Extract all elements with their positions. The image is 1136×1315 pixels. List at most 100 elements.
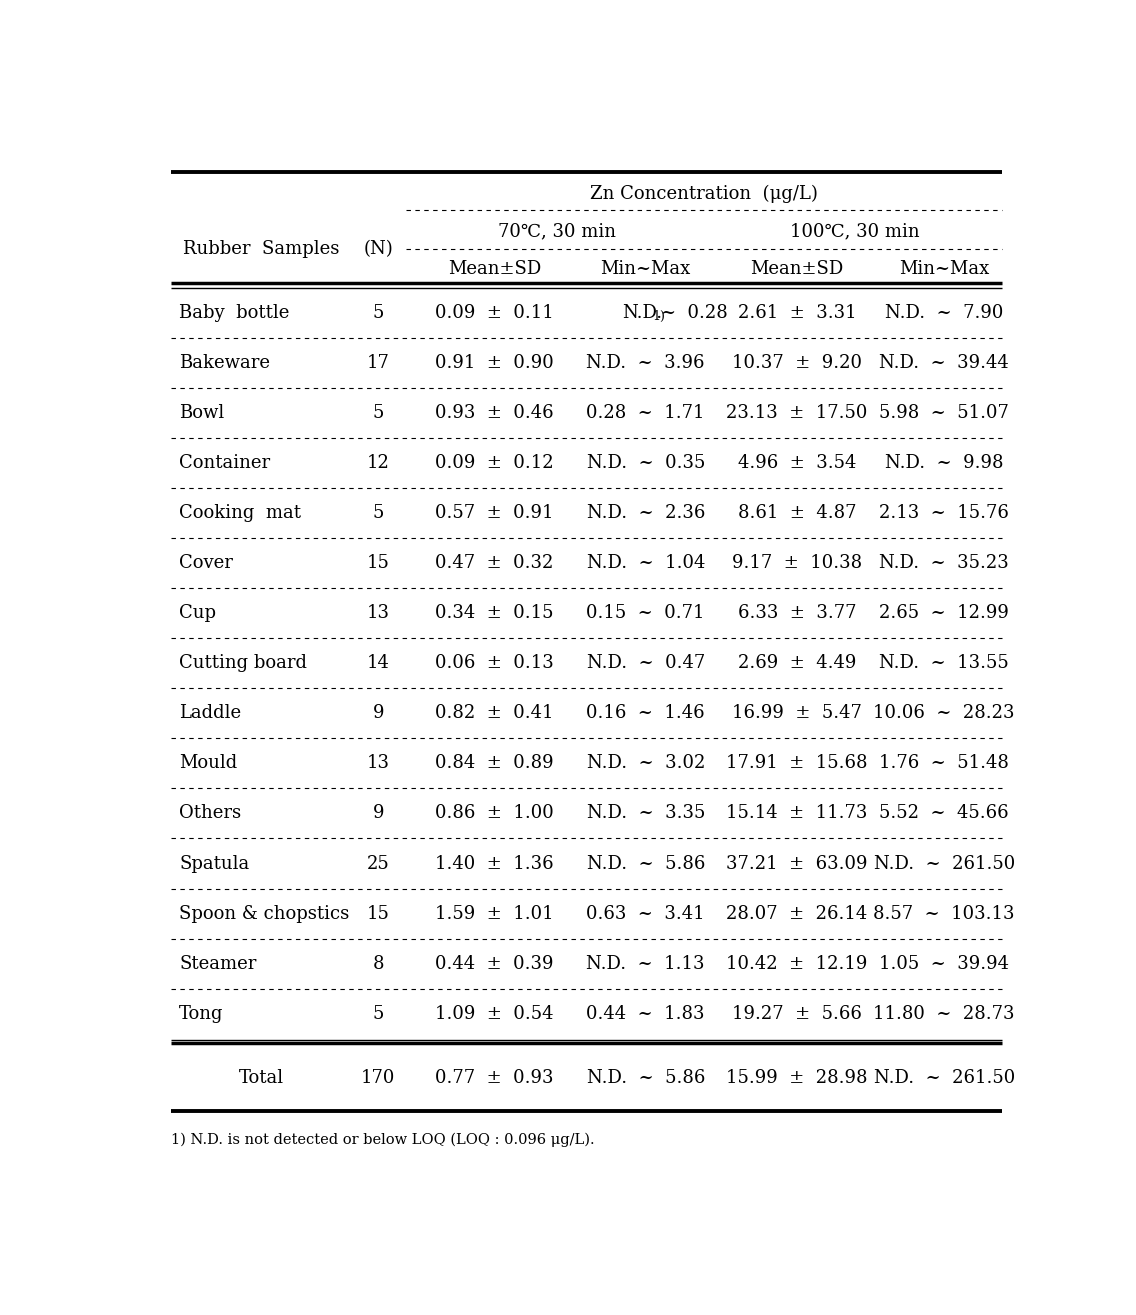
Text: 0.93  ±  0.46: 0.93 ± 0.46 [435, 404, 554, 422]
Text: 4.96  ±  3.54: 4.96 ± 3.54 [737, 454, 857, 472]
Text: 0.86  ±  1.00: 0.86 ± 1.00 [435, 805, 554, 822]
Text: Cutting board: Cutting board [179, 655, 307, 672]
Text: N.D.  ~  5.86: N.D. ~ 5.86 [586, 855, 705, 873]
Text: N.D.  ~  7.90: N.D. ~ 7.90 [885, 304, 1003, 322]
Text: 1.09  ±  0.54: 1.09 ± 0.54 [435, 1005, 554, 1023]
Text: 5: 5 [373, 404, 384, 422]
Text: 0.16  ~  1.46: 0.16 ~ 1.46 [586, 705, 705, 722]
Text: 0.47  ±  0.32: 0.47 ± 0.32 [435, 554, 554, 572]
Text: 8: 8 [373, 955, 384, 973]
Text: 0.44  ~  1.83: 0.44 ~ 1.83 [586, 1005, 705, 1023]
Text: N.D.  ~  0.47: N.D. ~ 0.47 [586, 655, 704, 672]
Text: 17: 17 [367, 354, 390, 372]
Text: 15.99  ±  28.98: 15.99 ± 28.98 [726, 1069, 868, 1088]
Text: N.D.  ~  3.35: N.D. ~ 3.35 [586, 805, 705, 822]
Text: 9: 9 [373, 705, 384, 722]
Text: 0.09  ±  0.12: 0.09 ± 0.12 [435, 454, 554, 472]
Text: 9.17  ±  10.38: 9.17 ± 10.38 [732, 554, 862, 572]
Text: Cover: Cover [179, 554, 233, 572]
Text: 0.91  ±  0.90: 0.91 ± 0.90 [435, 354, 554, 372]
Text: 0.34  ±  0.15: 0.34 ± 0.15 [435, 605, 554, 622]
Text: Bowl: Bowl [179, 404, 225, 422]
Text: Baby  bottle: Baby bottle [179, 304, 290, 322]
Text: 5: 5 [373, 304, 384, 322]
Text: ~  0.28: ~ 0.28 [661, 304, 728, 322]
Text: Mean±SD: Mean±SD [448, 260, 541, 279]
Text: Laddle: Laddle [179, 705, 241, 722]
Text: Others: Others [179, 805, 241, 822]
Text: Mould: Mould [179, 755, 237, 772]
Text: 2.13  ~  15.76: 2.13 ~ 15.76 [879, 504, 1009, 522]
Text: Rubber  Samples: Rubber Samples [183, 241, 340, 258]
Text: 1) N.D. is not detected or below LOQ (LOQ : 0.096 μg/L).: 1) N.D. is not detected or below LOQ (LO… [172, 1132, 595, 1147]
Text: N.D.  ~  5.86: N.D. ~ 5.86 [586, 1069, 705, 1088]
Text: 0.06  ±  0.13: 0.06 ± 0.13 [435, 655, 554, 672]
Text: N.D.  ~  3.02: N.D. ~ 3.02 [586, 755, 705, 772]
Text: Cooking  mat: Cooking mat [179, 504, 301, 522]
Text: Zn Concentration  (μg/L): Zn Concentration (μg/L) [590, 185, 818, 203]
Text: 1.59  ±  1.01: 1.59 ± 1.01 [435, 905, 554, 923]
Text: 15: 15 [367, 905, 390, 923]
Text: Total: Total [239, 1069, 284, 1088]
Text: Container: Container [179, 454, 270, 472]
Text: 13: 13 [367, 755, 390, 772]
Text: 1.05  ~  39.94: 1.05 ~ 39.94 [879, 955, 1009, 973]
Text: 1.40  ±  1.36: 1.40 ± 1.36 [435, 855, 554, 873]
Text: Spoon & chopstics: Spoon & chopstics [179, 905, 350, 923]
Text: 28.07  ±  26.14: 28.07 ± 26.14 [726, 905, 868, 923]
Text: 16.99  ±  5.47: 16.99 ± 5.47 [732, 705, 862, 722]
Text: 15: 15 [367, 554, 390, 572]
Text: N.D.  ~  3.96: N.D. ~ 3.96 [586, 354, 705, 372]
Text: 70℃, 30 min: 70℃, 30 min [498, 222, 616, 239]
Text: N.D.  ~  35.23: N.D. ~ 35.23 [879, 554, 1009, 572]
Text: 19.27  ±  5.66: 19.27 ± 5.66 [732, 1005, 862, 1023]
Text: 10.42  ±  12.19: 10.42 ± 12.19 [726, 955, 868, 973]
Text: 5.52  ~  45.66: 5.52 ~ 45.66 [879, 805, 1009, 822]
Text: 0.44  ±  0.39: 0.44 ± 0.39 [435, 955, 554, 973]
Text: (N): (N) [364, 241, 393, 258]
Text: 25: 25 [367, 855, 390, 873]
Text: 0.63  ~  3.41: 0.63 ~ 3.41 [586, 905, 705, 923]
Text: Min~Max: Min~Max [899, 260, 989, 279]
Text: Spatula: Spatula [179, 855, 250, 873]
Text: 1.76  ~  51.48: 1.76 ~ 51.48 [879, 755, 1009, 772]
Text: 15.14  ±  11.73: 15.14 ± 11.73 [726, 805, 868, 822]
Text: 10.37  ±  9.20: 10.37 ± 9.20 [732, 354, 862, 372]
Text: 11.80  ~  28.73: 11.80 ~ 28.73 [874, 1005, 1014, 1023]
Text: N.D.  ~  1.04: N.D. ~ 1.04 [586, 554, 705, 572]
Text: 5: 5 [373, 1005, 384, 1023]
Text: 6.33  ±  3.77: 6.33 ± 3.77 [737, 605, 857, 622]
Text: 12: 12 [367, 454, 390, 472]
Text: Min~Max: Min~Max [601, 260, 691, 279]
Text: 0.77  ±  0.93: 0.77 ± 0.93 [435, 1069, 554, 1088]
Text: 1): 1) [652, 310, 665, 323]
Text: 2.69  ±  4.49: 2.69 ± 4.49 [737, 655, 857, 672]
Text: Tong: Tong [179, 1005, 224, 1023]
Text: 14: 14 [367, 655, 390, 672]
Text: 23.13  ±  17.50: 23.13 ± 17.50 [726, 404, 868, 422]
Text: 37.21  ±  63.09: 37.21 ± 63.09 [726, 855, 868, 873]
Text: 8.61  ±  4.87: 8.61 ± 4.87 [737, 504, 857, 522]
Text: 0.28  ~  1.71: 0.28 ~ 1.71 [586, 404, 705, 422]
Text: N.D.  ~  9.98: N.D. ~ 9.98 [885, 454, 1003, 472]
Text: Cup: Cup [179, 605, 216, 622]
Text: N.D.  ~  39.44: N.D. ~ 39.44 [879, 354, 1009, 372]
Text: N.D.  ~  261.50: N.D. ~ 261.50 [874, 1069, 1014, 1088]
Text: 5: 5 [373, 504, 384, 522]
Text: N.D.  ~  1.13: N.D. ~ 1.13 [586, 955, 705, 973]
Text: Bakeware: Bakeware [179, 354, 270, 372]
Text: 5.98  ~  51.07: 5.98 ~ 51.07 [879, 404, 1009, 422]
Text: Mean±SD: Mean±SD [750, 260, 844, 279]
Text: 0.09  ±  0.11: 0.09 ± 0.11 [435, 304, 554, 322]
Text: 170: 170 [361, 1069, 395, 1088]
Text: 100℃, 30 min: 100℃, 30 min [791, 222, 920, 239]
Text: 13: 13 [367, 605, 390, 622]
Text: N.D.: N.D. [623, 304, 662, 322]
Text: N.D.  ~  261.50: N.D. ~ 261.50 [874, 855, 1014, 873]
Text: 0.57  ±  0.91: 0.57 ± 0.91 [435, 504, 554, 522]
Text: 0.84  ±  0.89: 0.84 ± 0.89 [435, 755, 554, 772]
Text: 17.91  ±  15.68: 17.91 ± 15.68 [726, 755, 868, 772]
Text: Steamer: Steamer [179, 955, 257, 973]
Text: 10.06  ~  28.23: 10.06 ~ 28.23 [874, 705, 1014, 722]
Text: 0.82  ±  0.41: 0.82 ± 0.41 [435, 705, 554, 722]
